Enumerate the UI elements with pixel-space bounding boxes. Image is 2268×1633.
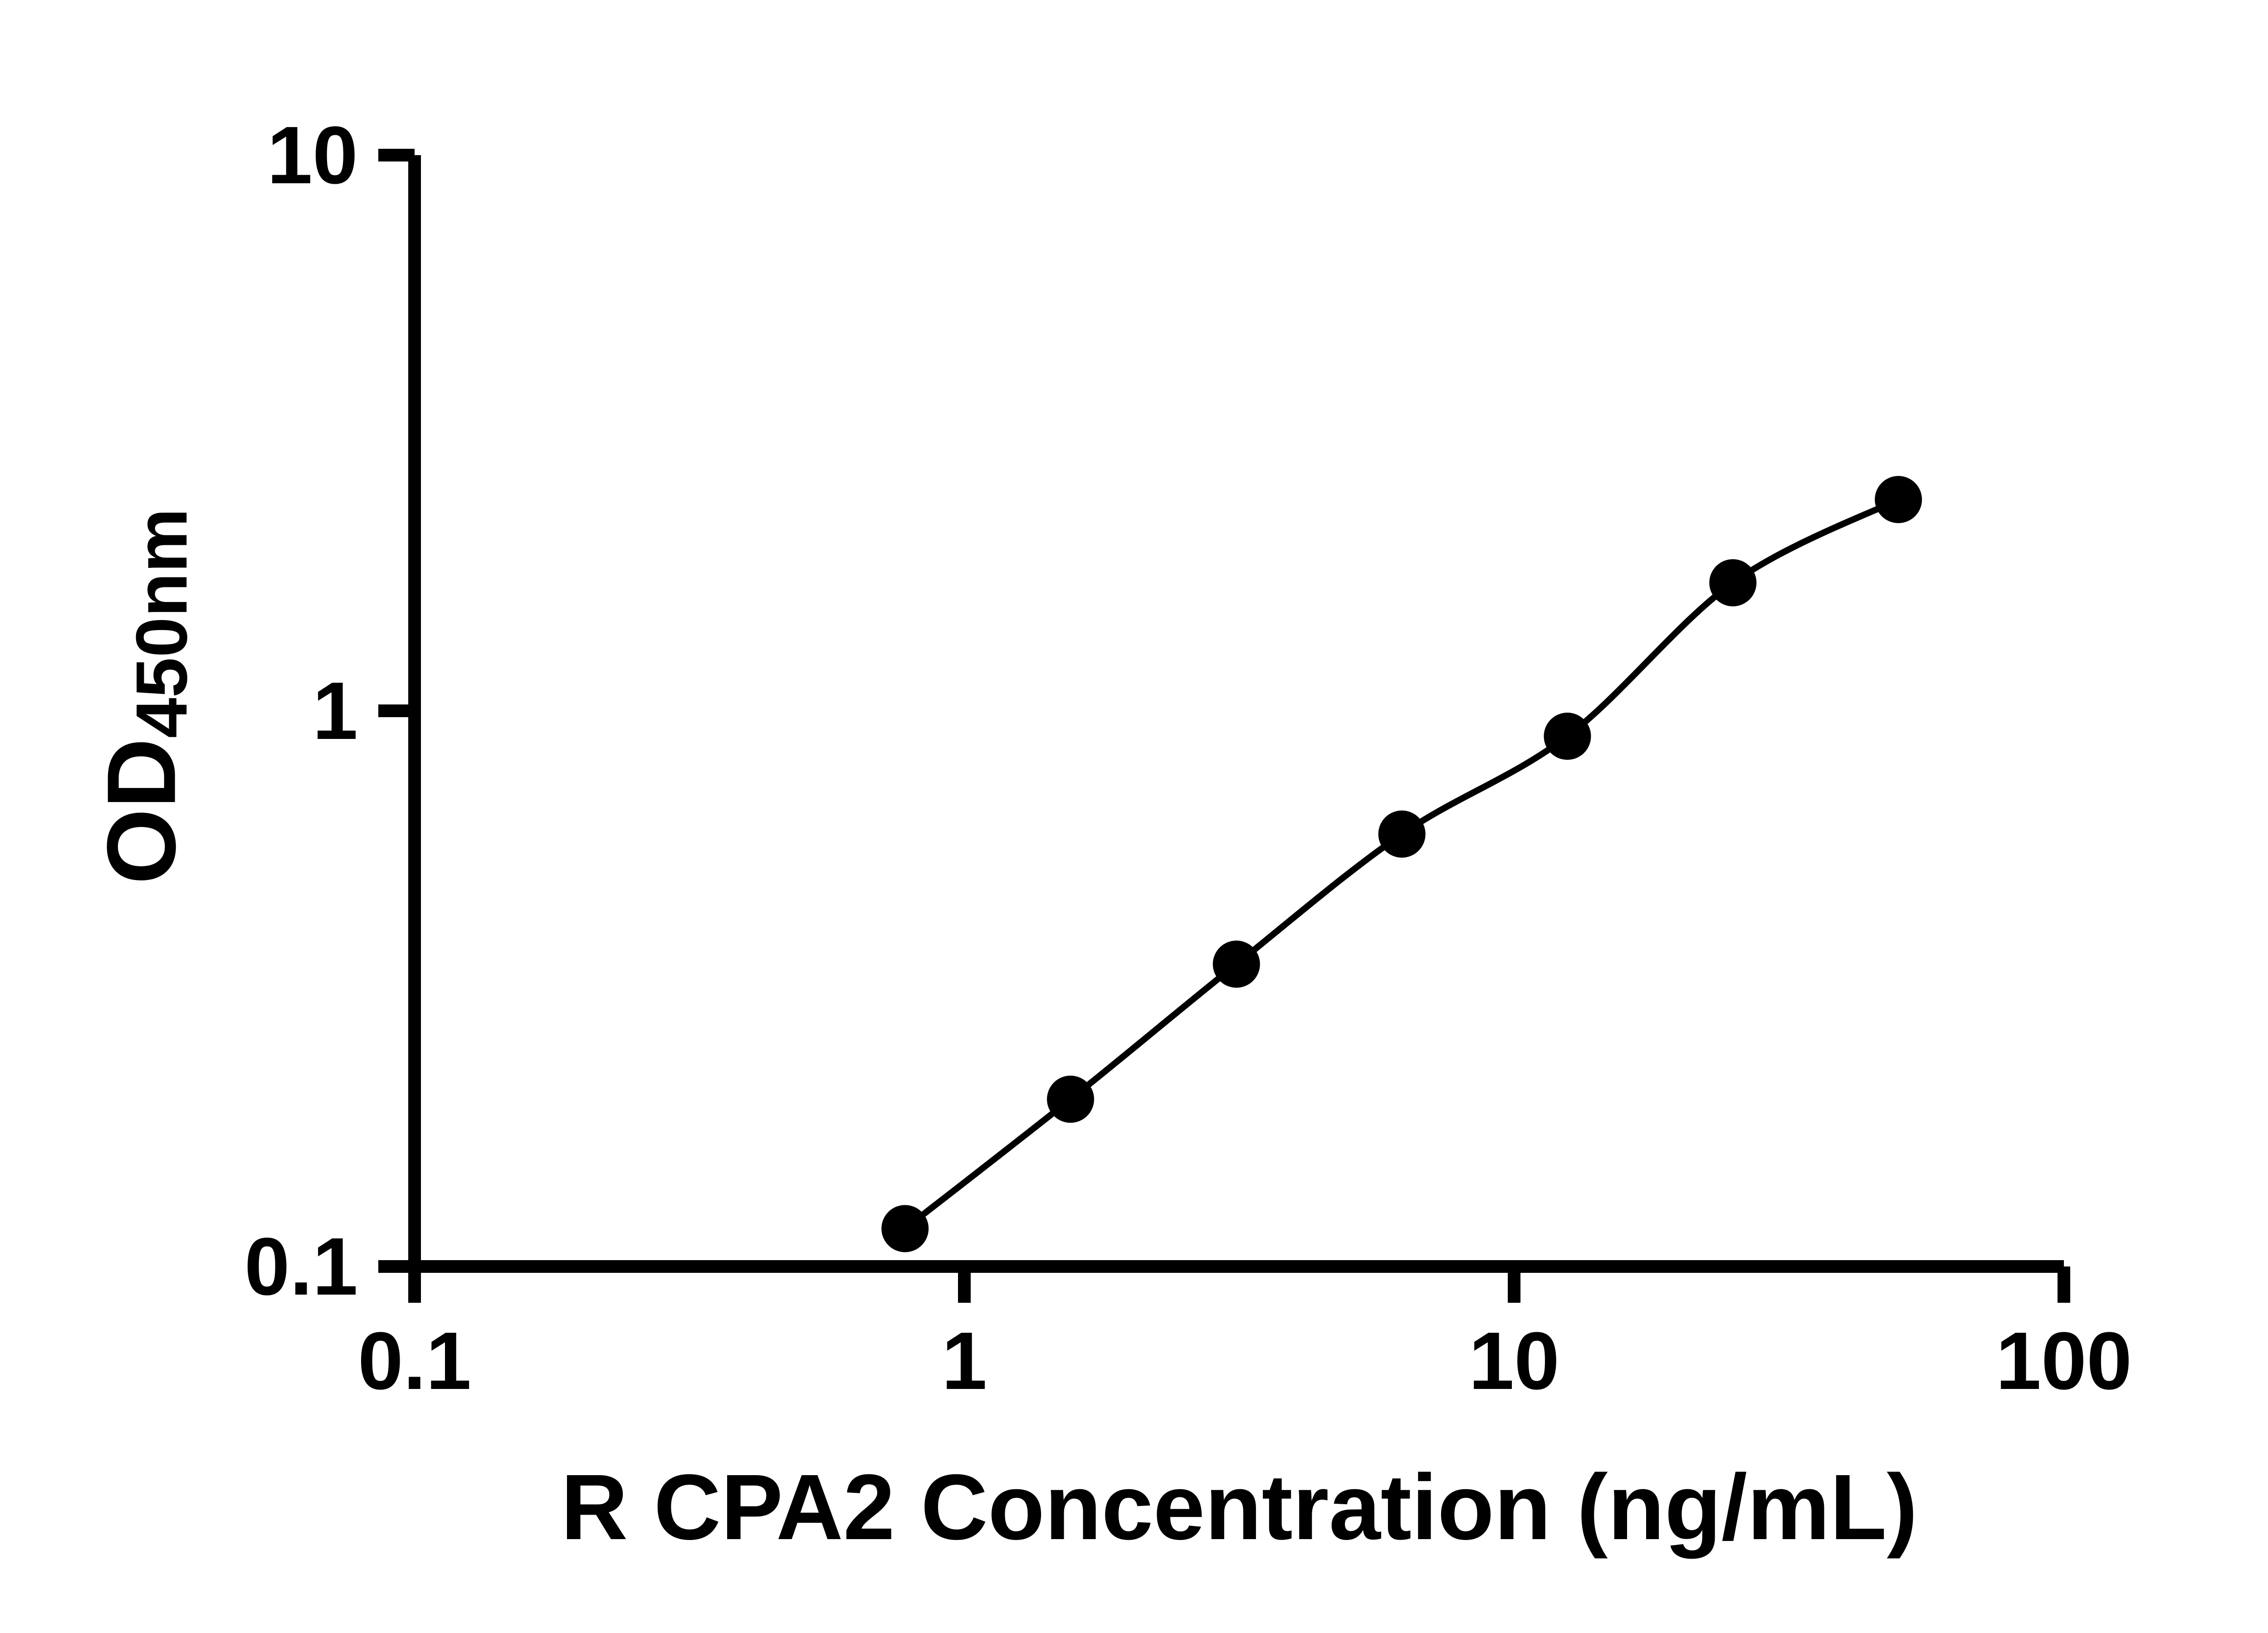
x-tick-label: 0.1 bbox=[358, 1315, 471, 1407]
data-point bbox=[1212, 940, 1260, 988]
y-tick-label: 10 bbox=[267, 110, 358, 201]
y-axis-title: OD450nm bbox=[87, 508, 202, 884]
data-point bbox=[1544, 713, 1591, 760]
y-tick-label: 1 bbox=[313, 665, 358, 757]
data-point bbox=[881, 1205, 929, 1252]
y-tick-label: 0.1 bbox=[244, 1221, 358, 1312]
data-point bbox=[1709, 559, 1757, 606]
data-point bbox=[1875, 476, 1922, 523]
data-point bbox=[1378, 810, 1426, 858]
data-point bbox=[1047, 1076, 1095, 1123]
x-tick-label: 1 bbox=[942, 1315, 987, 1407]
x-axis-title: R CPA2 Concentration (ng/mL) bbox=[561, 1455, 1918, 1559]
y-axis-title-subscript: 450nm bbox=[121, 508, 202, 738]
x-tick-label: 100 bbox=[1996, 1315, 2132, 1407]
x-tick-label: 10 bbox=[1469, 1315, 1559, 1407]
y-axis-title-main: OD bbox=[86, 738, 196, 885]
fit-curve bbox=[903, 496, 1900, 1232]
